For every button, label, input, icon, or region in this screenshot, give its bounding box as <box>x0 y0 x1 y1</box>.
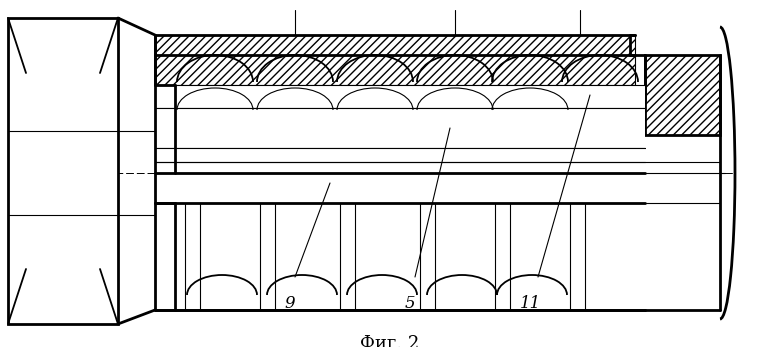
Text: 5: 5 <box>405 295 415 312</box>
Text: 11: 11 <box>519 295 541 312</box>
Bar <box>155 85 645 108</box>
Bar <box>155 108 645 148</box>
Bar <box>155 35 635 85</box>
Bar <box>645 55 720 135</box>
Bar <box>155 148 645 162</box>
Bar <box>8 18 118 324</box>
Text: Фиг. 2: Фиг. 2 <box>360 335 420 347</box>
Text: 9: 9 <box>285 295 296 312</box>
